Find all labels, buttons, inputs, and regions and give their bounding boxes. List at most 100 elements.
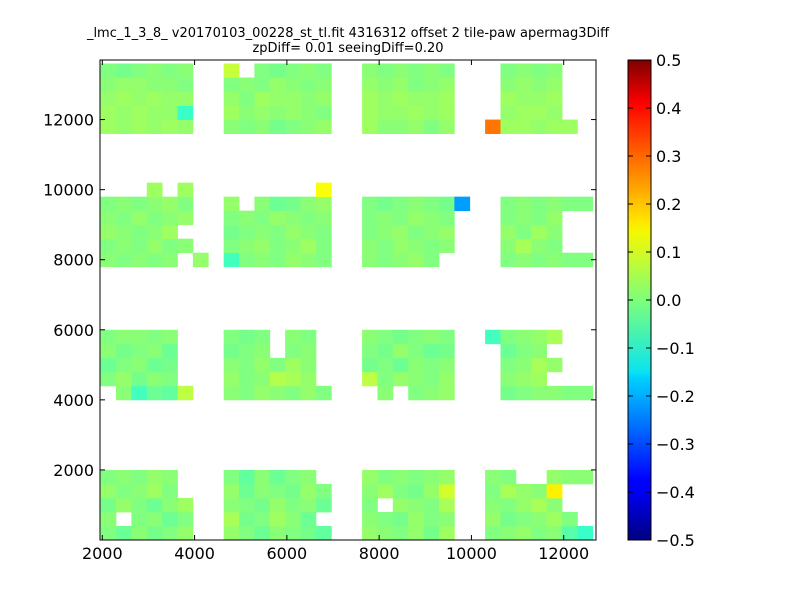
heatmap-cell [269, 357, 286, 373]
heatmap-cell [223, 224, 240, 240]
heatmap-cell [285, 371, 301, 387]
heatmap-cell [162, 357, 178, 373]
heatmap-cell [177, 63, 194, 78]
heatmap-cell [223, 210, 240, 226]
heatmap-cell [115, 196, 132, 212]
heatmap-cell [285, 252, 301, 268]
heatmap-cell [485, 329, 501, 345]
x-tick-label: 12000 [538, 544, 589, 563]
heatmap-cell [315, 105, 332, 120]
heatmap-cell [146, 497, 163, 513]
colorbar-tick-label: −0.3 [656, 435, 695, 454]
heatmap-cell [254, 210, 271, 226]
heatmap-cell [423, 252, 440, 268]
heatmap-cell [438, 63, 455, 78]
heatmap-cell [392, 91, 409, 106]
heatmap-cell [146, 91, 163, 106]
heatmap-cell [485, 119, 501, 134]
heatmap-cell [131, 210, 148, 226]
heatmap-cell [177, 196, 194, 212]
heatmap-cell [300, 91, 317, 106]
heatmap-cell [177, 77, 194, 92]
x-tick-label: 10000 [446, 544, 497, 563]
heatmap-cell [285, 224, 301, 240]
x-tick-label: 6000 [267, 544, 308, 563]
heatmap-cell [438, 105, 455, 120]
heatmap-cell [315, 182, 332, 198]
heatmap-cell [392, 371, 409, 387]
colorbar-tick-label: −0.1 [656, 339, 695, 358]
heatmap-cell [362, 238, 378, 254]
heatmap-cell [500, 371, 517, 387]
heatmap-cell [392, 224, 409, 240]
heatmap-cell [254, 469, 271, 485]
y-tick-label: 4000 [53, 391, 94, 410]
heatmap-cell [362, 329, 378, 345]
heatmap-cell [438, 196, 455, 212]
heatmap-cell [377, 511, 394, 527]
heatmap-cell [300, 210, 317, 226]
heatmap-cell [100, 238, 117, 254]
heatmap-cell [269, 497, 286, 513]
heatmap-cell [377, 357, 394, 373]
heatmap-cell [162, 511, 178, 527]
colorbar-tick-label: 0.3 [656, 147, 681, 166]
heatmap-cell [177, 497, 194, 513]
heatmap-cell [438, 119, 455, 134]
heatmap-cell [423, 224, 440, 240]
heatmap-cell [254, 224, 271, 240]
heatmap-cell [408, 343, 424, 359]
heatmap-cell [223, 91, 240, 106]
heatmap-cell [300, 357, 317, 373]
heatmap-cell [162, 63, 178, 78]
heatmap-cell [177, 238, 194, 254]
heatmap-cell [362, 210, 378, 226]
heatmap-cell [300, 238, 317, 254]
heatmap-cell [377, 224, 394, 240]
heatmap-cell [100, 210, 117, 226]
heatmap-cell [423, 343, 440, 359]
heatmap-cell [392, 469, 409, 485]
heatmap-cell [131, 329, 148, 345]
heatmap-cell [438, 469, 455, 485]
heatmap-cell [515, 105, 532, 120]
heatmap-cell [515, 210, 532, 226]
heatmap-cell [515, 385, 532, 401]
chart-subtitle: zpDiff= 0.01 seeingDiff=0.20 [252, 41, 443, 56]
heatmap-cell [146, 252, 163, 268]
heatmap-cell [192, 252, 209, 268]
colorbar-tick-label: 0.2 [656, 195, 681, 214]
heatmap-cell [546, 357, 563, 373]
heatmap-cell [146, 210, 163, 226]
heatmap-cell [131, 196, 148, 212]
heatmap-cell [285, 329, 301, 345]
y-tick-label: 10000 [43, 181, 94, 200]
heatmap-cell [362, 119, 378, 134]
heatmap-cell [269, 483, 286, 499]
heatmap-cell [546, 329, 563, 345]
heatmap-cell [392, 343, 409, 359]
heatmap-cell [146, 182, 163, 198]
heatmap-cell [254, 371, 271, 387]
heatmap-cell [362, 196, 378, 212]
heatmap-cell [131, 238, 148, 254]
y-axis: 2000 4000 6000 8000 10000 12000 [43, 111, 596, 480]
heatmap-cell [300, 483, 317, 499]
heatmap-cell [515, 119, 532, 134]
heatmap-cell [115, 343, 132, 359]
colorbar: 0.5 0.4 0.3 0.2 0.1 0.0 −0.1 −0.2 −0.3 −0.4 −0.5 [627, 51, 695, 550]
heatmap-cell [531, 511, 547, 527]
heatmap-cell [254, 196, 271, 212]
heatmap-cell [531, 252, 547, 268]
heatmap-cell [438, 483, 455, 499]
heatmap-cell [115, 119, 132, 134]
heatmap-cell [300, 105, 317, 120]
heatmap-cell [408, 210, 424, 226]
heatmap-cell [362, 511, 378, 527]
heatmap-cell [254, 252, 271, 268]
heatmap-cell [562, 196, 578, 212]
heatmap-cell [577, 252, 594, 268]
heatmap-cell [531, 224, 547, 240]
heatmap-cell [300, 63, 317, 78]
heatmap-cell [531, 119, 547, 134]
